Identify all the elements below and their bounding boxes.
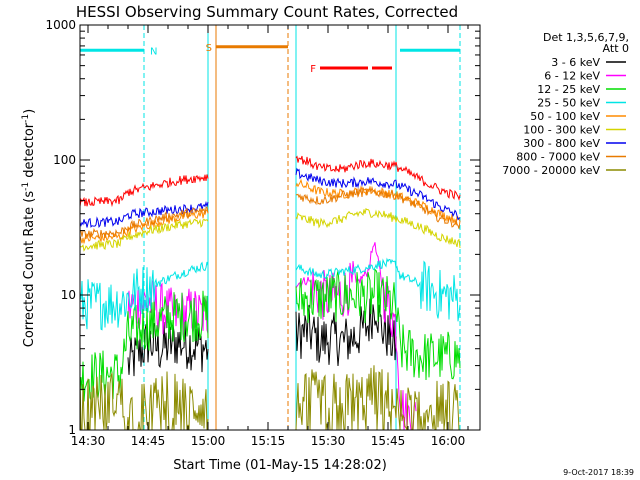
x-tick-label: 14:45 <box>131 434 166 448</box>
series-line-6 <box>79 167 461 229</box>
series-line-1 <box>127 242 417 431</box>
legend-header-attenuator: Att 0 <box>603 42 629 55</box>
flag-label-N: N <box>150 46 157 57</box>
x-axis-label: Start Time (01-May-15 14:28:02) <box>173 458 387 473</box>
series-line-2 <box>79 268 461 402</box>
x-tick-label: 14:30 <box>71 434 106 448</box>
x-tick-label: 15:15 <box>251 434 286 448</box>
x-tick-label: 15:45 <box>371 434 406 448</box>
legend-label: 6 - 12 keV <box>544 70 600 83</box>
y-tick-label: 10 <box>61 288 76 302</box>
x-tick-label: 15:30 <box>311 434 346 448</box>
flag-label-S: S <box>206 43 212 54</box>
legend-label: 800 - 7000 keV <box>516 151 600 164</box>
series-line-5 <box>79 207 461 252</box>
legend-header-detectors: Det 1,3,5,6,7,9, <box>543 31 629 44</box>
chart-title: HESSI Observing Summary Count Rates, Cor… <box>76 3 458 21</box>
legend-label: 7000 - 20000 keV <box>502 164 600 177</box>
legend-label: 12 - 25 keV <box>537 83 600 96</box>
series-line-9 <box>79 155 461 208</box>
legend-label: 50 - 100 keV <box>530 110 600 123</box>
x-tick-label: 16:00 <box>431 434 466 448</box>
flag-label-F: F <box>310 64 316 75</box>
legend-label: 100 - 300 keV <box>523 124 600 137</box>
legend-label: 3 - 6 keV <box>551 56 600 69</box>
y-axis-label: Corrected Count Rate (s-1 detector-1) <box>21 109 37 347</box>
footer-timestamp: 9-Oct-2017 18:39 <box>563 468 634 477</box>
series-line-8 <box>79 365 460 431</box>
x-tick-label: 15:00 <box>191 434 226 448</box>
series-line-3 <box>79 257 461 331</box>
legend-label: 25 - 50 keV <box>537 97 600 110</box>
series-line-7 <box>79 185 461 240</box>
legend-label: 300 - 800 keV <box>523 137 600 150</box>
y-tick-label: 1000 <box>45 18 76 32</box>
y-tick-label: 1 <box>68 423 76 437</box>
plot-frame <box>79 24 481 431</box>
y-tick-label: 100 <box>53 153 76 167</box>
